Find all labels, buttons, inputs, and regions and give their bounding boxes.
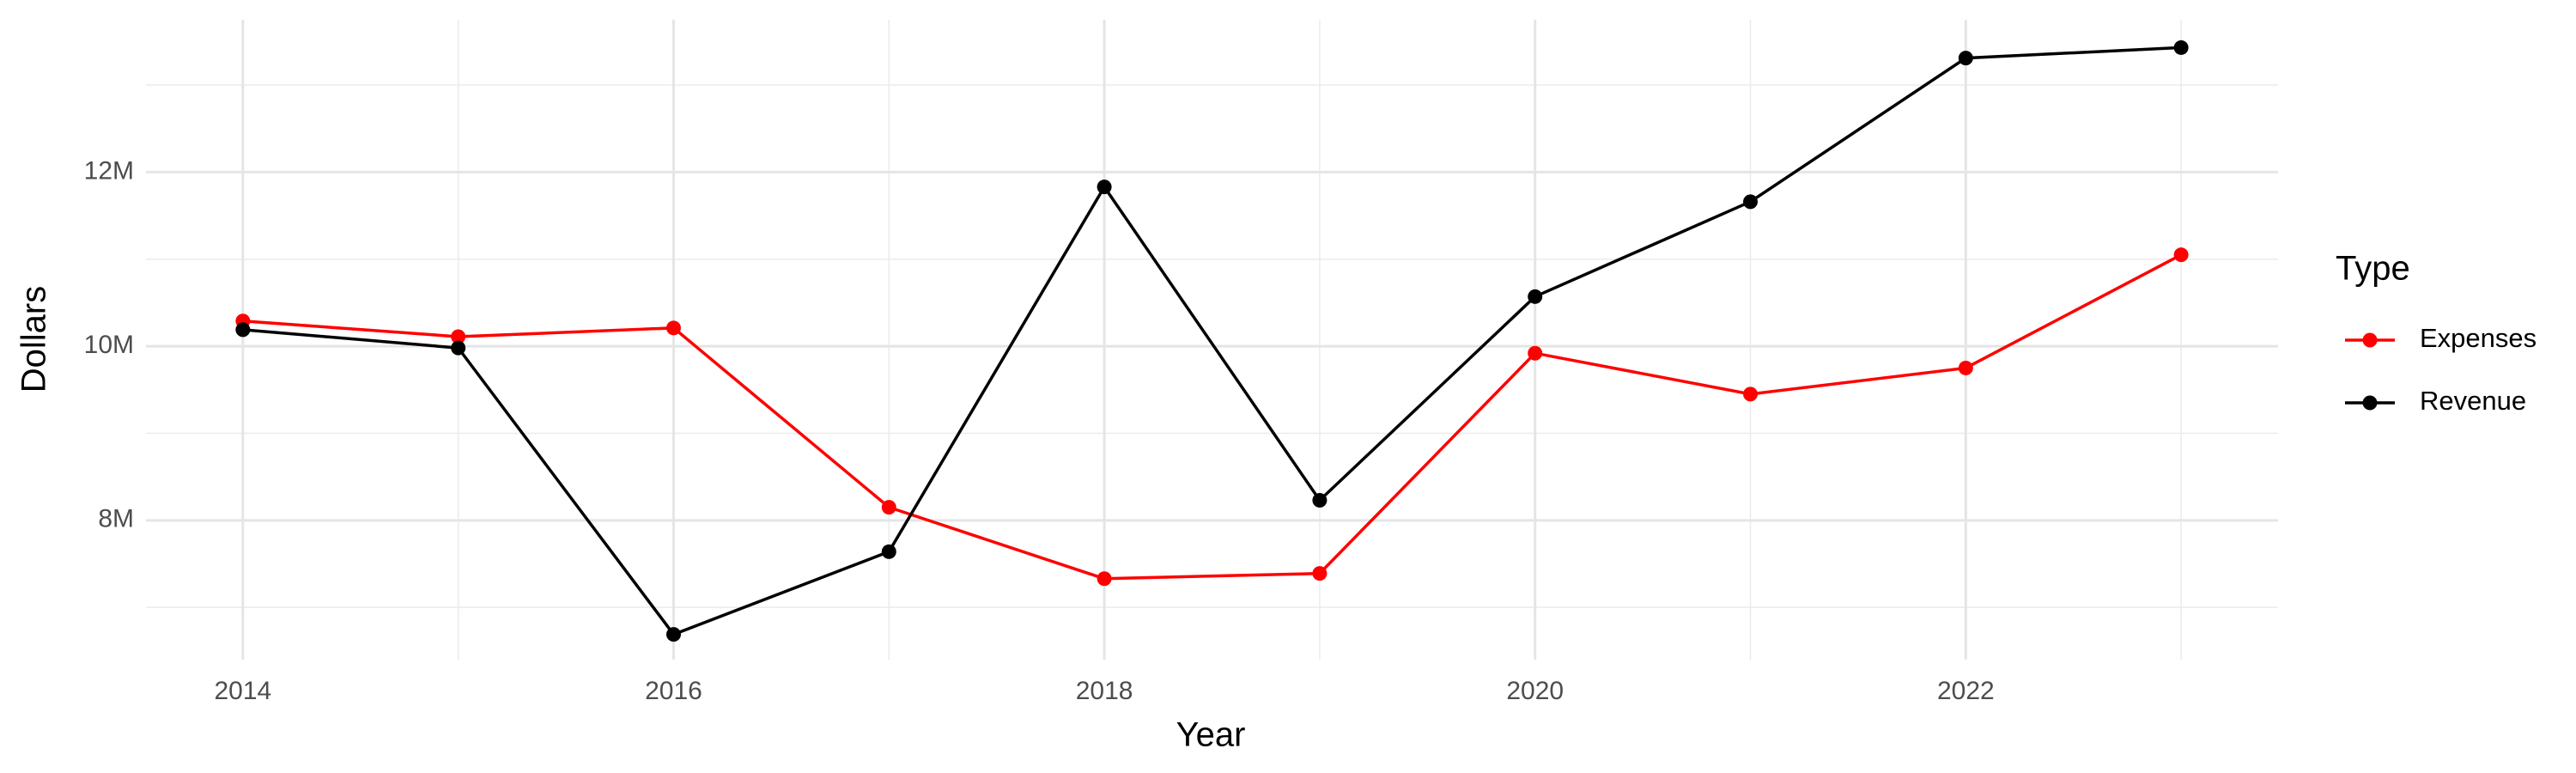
- data-point: [881, 544, 896, 559]
- data-point: [1743, 386, 1759, 402]
- data-point: [1312, 566, 1327, 581]
- data-point: [451, 340, 466, 356]
- data-point: [451, 329, 466, 344]
- data-point: [1958, 51, 1973, 66]
- data-point: [665, 627, 681, 642]
- y-tick-label: 8M: [98, 505, 134, 533]
- x-tick-label: 2018: [1076, 677, 1133, 705]
- x-tick-label: 2016: [645, 677, 702, 705]
- x-tick-label: 2022: [1937, 677, 1995, 705]
- series-line: [242, 46, 2182, 636]
- series-line: [242, 253, 2182, 581]
- legend-label: Revenue: [2420, 386, 2526, 416]
- y-tick-label: 12M: [84, 156, 134, 185]
- data-point: [2173, 247, 2189, 263]
- data-point: [1743, 194, 1759, 210]
- data-point: [235, 322, 251, 338]
- legend-title: Type: [2336, 250, 2410, 288]
- data-point: [1958, 360, 1973, 375]
- legend-label: Expenses: [2420, 323, 2537, 353]
- x-tick-label: 2014: [214, 677, 271, 705]
- data-point: [2173, 40, 2189, 55]
- legend-key-point: [2362, 332, 2378, 348]
- data-point: [1528, 289, 1543, 304]
- data-point: [1097, 571, 1112, 587]
- data-point: [1097, 180, 1112, 195]
- y-axis-title: Dollars: [15, 286, 53, 393]
- data-point: [881, 500, 896, 515]
- data-point: [665, 320, 681, 336]
- legend-key-point: [2362, 395, 2378, 411]
- data-point: [1312, 493, 1327, 508]
- data-point: [1528, 345, 1543, 361]
- x-tick-label: 2020: [1506, 677, 1564, 705]
- y-tick-label: 10M: [84, 331, 134, 359]
- x-axis-title: Year: [1176, 716, 1246, 754]
